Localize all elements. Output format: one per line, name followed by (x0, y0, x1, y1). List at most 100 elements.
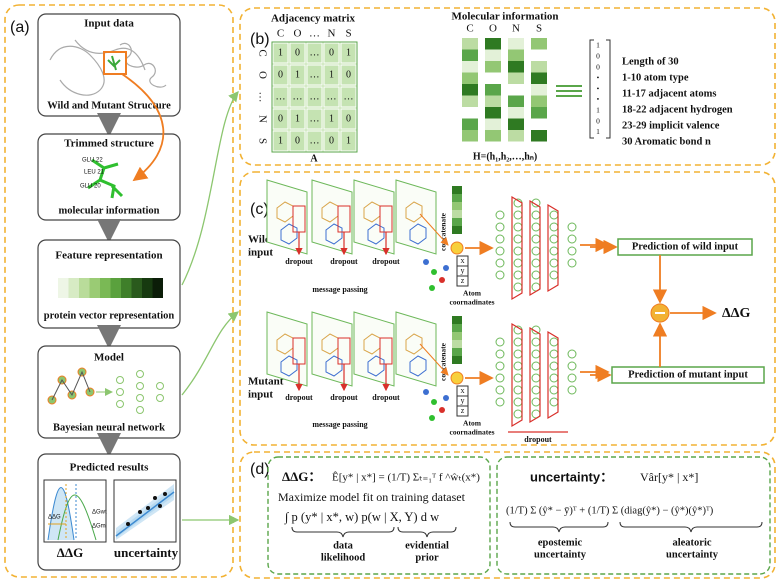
atom-label: Atom (463, 289, 482, 298)
atom (423, 259, 429, 265)
matrix-value: 1 (329, 69, 334, 80)
matrix-cell (340, 64, 357, 86)
neuron (549, 234, 559, 244)
neuron (495, 210, 505, 220)
vector-value: 1 (596, 41, 600, 50)
feature-stripe (462, 107, 478, 119)
concat-cell (452, 356, 462, 364)
dropout-label: dropout (330, 393, 358, 402)
neuron (531, 397, 541, 407)
feature-line: 11-17 adjacent atoms (622, 88, 717, 99)
adjacency-matrix: C 1 0… 0 1O 0 1… 1 0…………… …N 0 1… 1 0S 1 0… 0 1C O… N S (256, 28, 358, 153)
vector-value: 0 (596, 52, 600, 61)
box-title: Predicted results (70, 462, 149, 474)
atom (443, 395, 449, 401)
box-caption: Wild and Mutant Structure (47, 100, 171, 111)
neuron (136, 394, 144, 402)
feature-stripe (485, 49, 501, 61)
neuron (495, 373, 505, 383)
matrix-value: 1 (295, 69, 300, 80)
feature-stripe (485, 95, 501, 107)
concat-cell (452, 226, 462, 234)
feature-stripe (485, 118, 501, 130)
equation: Vâr[y* | x*] (640, 470, 698, 484)
matrix-value: 0 (329, 47, 334, 58)
neuron (495, 385, 505, 395)
underbrace (291, 526, 457, 538)
feature-list: Length of 30 1-10 atom type 11-17 adjacent… (622, 56, 733, 147)
result-uncertainty: uncertainty (114, 545, 179, 560)
matrix-cell (272, 86, 289, 108)
atom-label: Atom (463, 419, 482, 428)
equation: Ê[y* | x*] = (1/T) Σₜ₌₁ᵀ f ^ŵₜ(x*) (332, 472, 480, 484)
xyz-label: x (461, 386, 465, 395)
feature-stripe (531, 95, 547, 107)
vector-value: 0 (596, 62, 600, 71)
neuron (513, 337, 523, 347)
neuron (116, 400, 124, 408)
xyz-label: x (461, 256, 465, 265)
network-rows: dropout dropout dropout message passing conc… (266, 179, 618, 444)
graph-edge (51, 370, 91, 401)
neuron (531, 258, 541, 268)
dropout-label: dropout (372, 393, 400, 402)
feature-stripe (508, 95, 524, 107)
matrix-value: 1 (295, 113, 300, 124)
neuron (136, 370, 144, 378)
neuron (549, 270, 559, 280)
vector-value: 0 (596, 116, 600, 125)
feature-cell (89, 278, 100, 298)
matrix-cell (289, 108, 306, 130)
matrix-cell (340, 108, 357, 130)
vector-value: • (597, 95, 600, 104)
panel-b-frame (239, 7, 776, 166)
dropout-layer (529, 199, 541, 297)
feature-stripe (531, 84, 547, 96)
feature-cell (142, 278, 153, 298)
concat-arrow (419, 213, 449, 246)
vector-value: 1 (596, 127, 600, 136)
neuron (531, 373, 541, 383)
feature-vector: 100•••101 (596, 41, 600, 136)
uncertainty-box (496, 456, 771, 575)
neuron (513, 210, 523, 220)
trim-arrow (121, 73, 165, 182)
equals (556, 85, 582, 97)
concatenate-label: concatenate (439, 342, 448, 381)
neuron (531, 337, 541, 347)
matrix-value: 1 (278, 47, 283, 58)
neuron (116, 388, 124, 396)
feature-line: 23-29 implicit valence (622, 120, 720, 131)
neuron (567, 361, 577, 371)
row-label: O (256, 71, 268, 79)
vector-value: • (597, 73, 600, 82)
plot-label: ΔΔG (48, 515, 61, 521)
matrix-cell (306, 86, 323, 108)
col-label: O (294, 28, 302, 40)
feature-stripe (462, 118, 478, 130)
atom (439, 407, 445, 413)
ring (409, 355, 427, 377)
matrix-cell (306, 130, 323, 152)
feature-cell (79, 278, 90, 298)
feature-stripe (462, 95, 478, 107)
matrix-cell (340, 86, 357, 108)
vector-value: 1 (596, 106, 600, 115)
matrix-value: … (310, 91, 320, 102)
ring (280, 223, 298, 245)
term-label: epostemic (538, 537, 583, 548)
feature-stripe (508, 49, 524, 61)
neuron (531, 246, 541, 256)
ddg-plot (43, 479, 107, 543)
concat-cell (452, 316, 462, 324)
neuron (495, 349, 505, 359)
protein-structure (49, 39, 167, 96)
row-label: … (256, 92, 268, 103)
neuron (513, 373, 523, 383)
xyz-label: y (461, 266, 465, 275)
neuron (549, 222, 559, 232)
matrix-cell (289, 42, 306, 64)
feature-stripe (462, 130, 478, 142)
plot-label: ΔGwt (92, 510, 107, 516)
neuron (495, 270, 505, 280)
